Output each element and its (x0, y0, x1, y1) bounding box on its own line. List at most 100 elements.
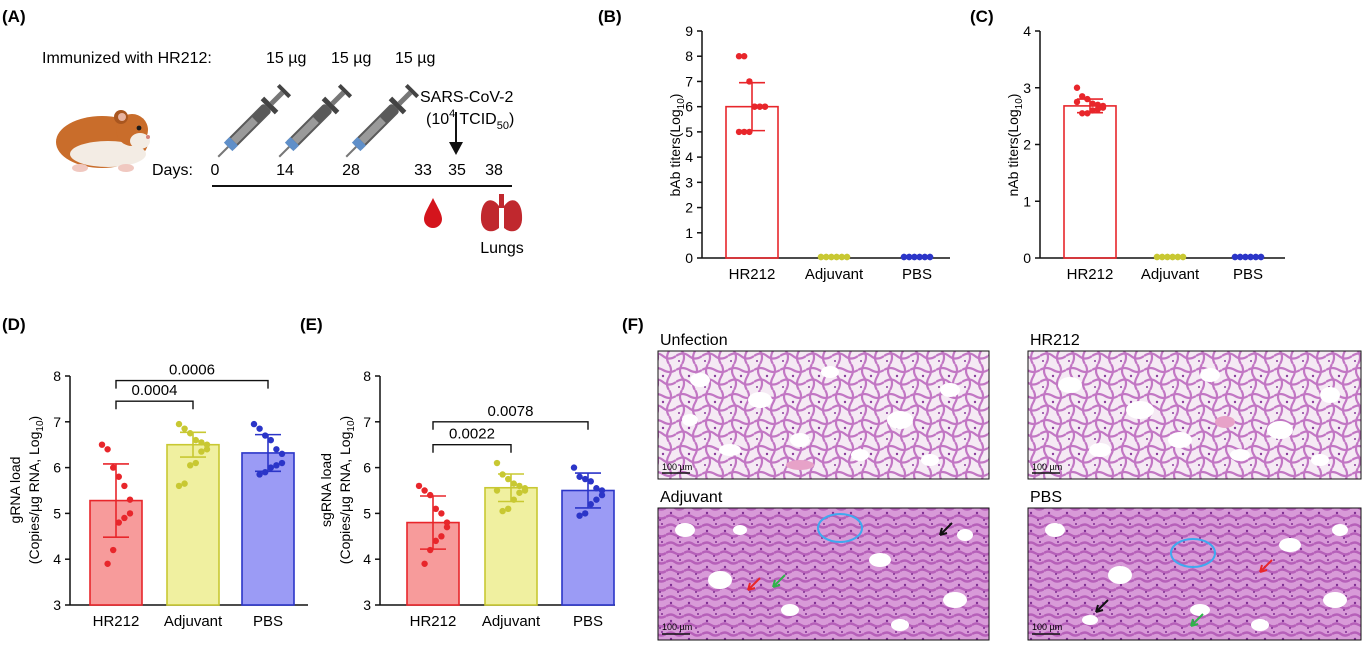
y-tick-label: 2 (1023, 137, 1031, 153)
y-label-close: ) (667, 94, 683, 99)
y-tick-label: 1 (1023, 193, 1031, 209)
data-point (1153, 253, 1161, 261)
data-point (443, 523, 451, 531)
histology-title-unfection: Unfection (660, 332, 728, 349)
data-point (278, 450, 286, 458)
challenge-dose: (104 TCID50) (426, 108, 514, 132)
dose-3: 15 µg (395, 50, 435, 67)
histology-image-pbs: 100 µm (1027, 507, 1362, 641)
y-tick-label: 0 (685, 250, 693, 266)
challenge-dose-close: ) (509, 111, 514, 128)
data-point (278, 459, 286, 467)
panel-c: (C) nAb titers(Log10) 0 1 2 3 4 HR212 Adjuvant… (970, 7, 1285, 283)
inflammation-circle (817, 513, 863, 543)
scale-bar-label: 100 µm (662, 622, 692, 632)
data-point (1231, 253, 1239, 261)
panel-a: (A) Immunized with HR212: 15 µg 15 µg 15… (2, 7, 524, 257)
data-point (921, 253, 928, 261)
data-point (267, 464, 274, 471)
data-point (582, 475, 589, 483)
y-label-sub: 10 (346, 420, 357, 432)
y-tick-label: 5 (53, 505, 61, 521)
y-tick-label: 8 (363, 368, 371, 384)
p-value-label: 0.0006 (169, 362, 215, 379)
y-tick-label: 1 (685, 225, 693, 241)
data-point (761, 103, 769, 110)
data-point (104, 446, 111, 453)
data-point (432, 537, 439, 545)
y-tick-label: 3 (53, 597, 61, 613)
data-point (817, 253, 825, 261)
data-point (256, 425, 263, 432)
data-point (104, 560, 111, 567)
day-33: 33 (414, 162, 432, 179)
data-point (1079, 93, 1086, 100)
y-axis-label-c: nAb titers(Log10) (1005, 94, 1025, 197)
challenge-dose-open: (10 (426, 111, 449, 128)
data-point (438, 533, 445, 540)
data-point (273, 446, 280, 453)
panel-label-a: (A) (2, 7, 26, 26)
significance-bracket (115, 400, 194, 410)
y-tick-label: 7 (685, 73, 693, 89)
x-tick-label: HR212 (1067, 266, 1114, 283)
data-point (916, 253, 923, 261)
data-point (493, 487, 501, 494)
scale-bar-label: 100 µm (1032, 462, 1062, 472)
data-point (256, 471, 263, 478)
data-point (1252, 253, 1260, 261)
data-point (911, 253, 918, 261)
data-point (1099, 104, 1107, 111)
data-point (198, 448, 205, 455)
bar (166, 443, 220, 606)
y-tick-label: 4 (53, 551, 61, 567)
panel-label-f: (F) (622, 315, 644, 334)
histology-image-unfection: 100 µm (657, 350, 990, 480)
arrow-black-icon (1095, 599, 1109, 613)
data-point (1094, 106, 1102, 113)
arrow-red-icon (747, 577, 761, 591)
data-point (838, 253, 845, 261)
y-axis-label-e-2: (Copies/µg RNA, Log10) (337, 416, 357, 564)
data-point (126, 510, 134, 517)
y-tick-label: 5 (685, 124, 693, 140)
day-35: 35 (448, 162, 466, 179)
data-point (587, 478, 594, 485)
y-label-sub: 10 (35, 420, 46, 432)
data-point (516, 489, 523, 496)
data-point (126, 496, 134, 503)
y-tick-label: 9 (685, 23, 693, 39)
y-tick-label: 3 (685, 174, 693, 190)
data-point (432, 505, 439, 513)
x-tick-label: PBS (1233, 266, 1263, 283)
data-point (98, 441, 106, 448)
data-point (192, 436, 199, 444)
hamster-icon (56, 110, 150, 172)
data-point (1073, 98, 1081, 106)
data-point (741, 53, 748, 60)
data-point (198, 439, 205, 446)
data-point (115, 519, 123, 526)
syringe-icon (345, 83, 420, 158)
data-point (1164, 253, 1171, 261)
data-point (598, 491, 606, 499)
y-label-close: ) (337, 416, 353, 421)
y-label-main: (Copies/µg RNA, Log (337, 432, 353, 565)
chart-b: 0 1 2 3 4 5 6 7 8 9 HR212 Adjuvant PBS (685, 23, 950, 283)
data-point (521, 487, 529, 494)
significance-bracket (432, 444, 512, 453)
challenge-dose-sub: 50 (497, 120, 509, 132)
challenge-dose-exp: 4 (449, 108, 455, 120)
p-value-label: 0.0004 (132, 382, 178, 399)
y-tick-label: 6 (363, 460, 371, 476)
y-tick-label: 6 (685, 99, 693, 115)
data-point (1237, 253, 1244, 261)
y-tick-label: 3 (363, 597, 371, 613)
y-tick-label: 4 (363, 551, 371, 567)
x-tick-label: HR212 (729, 266, 776, 283)
histology-title-adjuvant: Adjuvant (660, 489, 723, 506)
data-point (443, 519, 451, 526)
data-point (415, 482, 423, 490)
dose-2: 15 µg (331, 50, 371, 67)
data-point (570, 464, 578, 471)
